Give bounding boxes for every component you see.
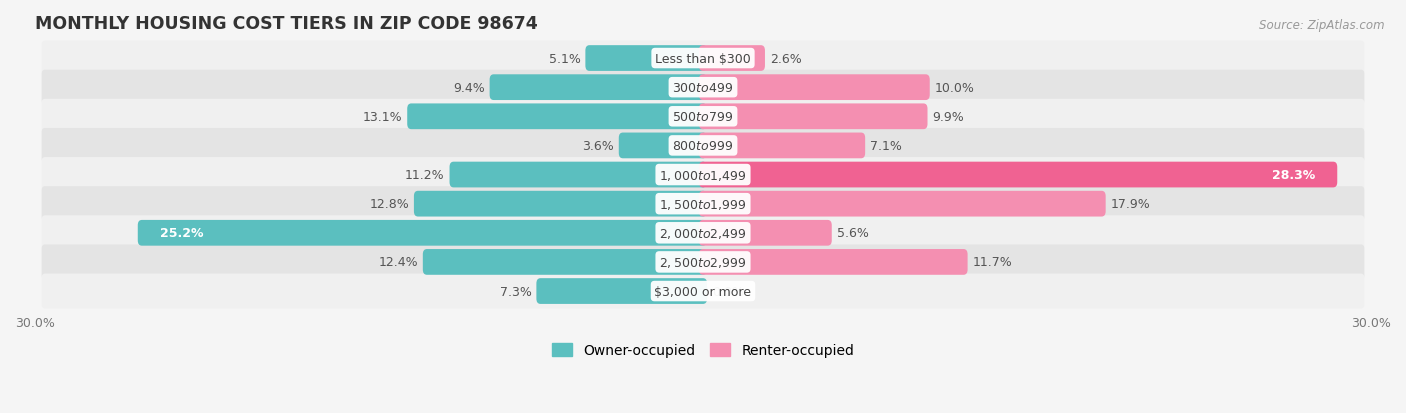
FancyBboxPatch shape — [536, 278, 707, 304]
FancyBboxPatch shape — [413, 191, 707, 217]
Text: 9.9%: 9.9% — [932, 111, 965, 123]
FancyBboxPatch shape — [42, 245, 1364, 280]
Text: 7.1%: 7.1% — [870, 140, 901, 152]
Text: 2.6%: 2.6% — [770, 52, 801, 65]
Text: 11.2%: 11.2% — [405, 169, 444, 182]
Text: $1,500 to $1,999: $1,500 to $1,999 — [659, 197, 747, 211]
Text: 0.0%: 0.0% — [711, 285, 744, 298]
FancyBboxPatch shape — [489, 75, 707, 101]
Text: MONTHLY HOUSING COST TIERS IN ZIP CODE 98674: MONTHLY HOUSING COST TIERS IN ZIP CODE 9… — [35, 15, 537, 33]
Text: 13.1%: 13.1% — [363, 111, 402, 123]
Text: $800 to $999: $800 to $999 — [672, 140, 734, 152]
FancyBboxPatch shape — [42, 274, 1364, 309]
Text: 11.7%: 11.7% — [973, 256, 1012, 269]
FancyBboxPatch shape — [619, 133, 707, 159]
FancyBboxPatch shape — [42, 71, 1364, 105]
FancyBboxPatch shape — [42, 41, 1364, 76]
FancyBboxPatch shape — [699, 75, 929, 101]
FancyBboxPatch shape — [408, 104, 707, 130]
FancyBboxPatch shape — [699, 133, 865, 159]
FancyBboxPatch shape — [699, 162, 1337, 188]
Text: 25.2%: 25.2% — [160, 227, 202, 240]
FancyBboxPatch shape — [138, 221, 707, 246]
FancyBboxPatch shape — [42, 128, 1364, 164]
Text: 10.0%: 10.0% — [935, 81, 974, 95]
FancyBboxPatch shape — [42, 158, 1364, 192]
Text: $300 to $499: $300 to $499 — [672, 81, 734, 95]
FancyBboxPatch shape — [699, 221, 832, 246]
Text: $500 to $799: $500 to $799 — [672, 111, 734, 123]
Legend: Owner-occupied, Renter-occupied: Owner-occupied, Renter-occupied — [546, 338, 860, 363]
Text: 12.4%: 12.4% — [378, 256, 418, 269]
Text: 3.6%: 3.6% — [582, 140, 614, 152]
Text: $1,000 to $1,499: $1,000 to $1,499 — [659, 168, 747, 182]
Text: 7.3%: 7.3% — [499, 285, 531, 298]
Text: 17.9%: 17.9% — [1111, 198, 1150, 211]
Text: $3,000 or more: $3,000 or more — [655, 285, 751, 298]
FancyBboxPatch shape — [42, 216, 1364, 251]
FancyBboxPatch shape — [699, 104, 928, 130]
Text: 28.3%: 28.3% — [1272, 169, 1316, 182]
FancyBboxPatch shape — [699, 46, 765, 72]
Text: 9.4%: 9.4% — [453, 81, 485, 95]
FancyBboxPatch shape — [42, 187, 1364, 222]
Text: 5.1%: 5.1% — [548, 52, 581, 65]
Text: $2,500 to $2,999: $2,500 to $2,999 — [659, 255, 747, 269]
FancyBboxPatch shape — [699, 191, 1105, 217]
Text: 12.8%: 12.8% — [370, 198, 409, 211]
FancyBboxPatch shape — [423, 249, 707, 275]
Text: 5.6%: 5.6% — [837, 227, 869, 240]
Text: Less than $300: Less than $300 — [655, 52, 751, 65]
FancyBboxPatch shape — [699, 249, 967, 275]
Text: $2,000 to $2,499: $2,000 to $2,499 — [659, 226, 747, 240]
FancyBboxPatch shape — [450, 162, 707, 188]
FancyBboxPatch shape — [585, 46, 707, 72]
Text: Source: ZipAtlas.com: Source: ZipAtlas.com — [1260, 19, 1385, 31]
FancyBboxPatch shape — [42, 100, 1364, 135]
